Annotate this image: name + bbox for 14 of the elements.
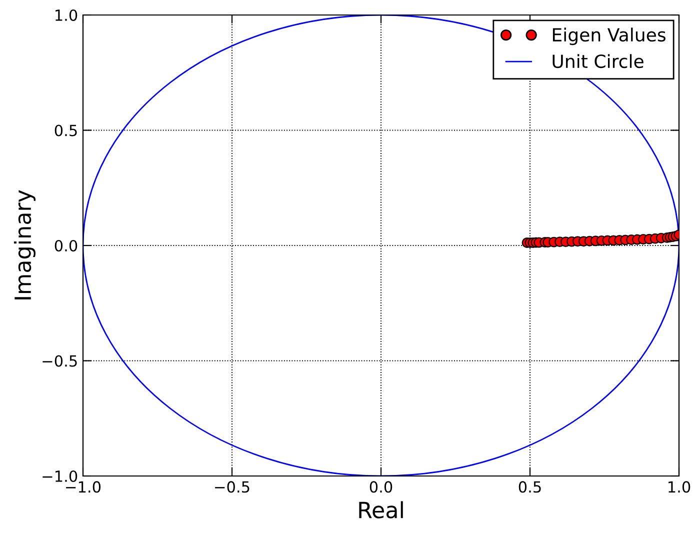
x-tick-label: 0.5 [518, 481, 541, 493]
y-axis-title: Imaginary [14, 190, 36, 300]
x-tick-label: 0.0 [370, 481, 392, 493]
legend-label: Eigen Values [552, 28, 666, 46]
y-tick-label: −0.5 [42, 355, 77, 367]
y-tick-label: −1.0 [42, 470, 78, 482]
y-tick-label: 0.5 [54, 124, 77, 136]
x-tick-label: −1.0 [66, 481, 101, 493]
x-axis-title: Real [359, 501, 403, 518]
x-tick-label: 1.0 [668, 481, 690, 493]
x-tick-label: −0.5 [215, 481, 250, 493]
y-tick-label: 0.0 [54, 240, 78, 252]
annotation: Unit Circle [552, 54, 644, 68]
y-tick-label: 1.0 [56, 9, 78, 22]
